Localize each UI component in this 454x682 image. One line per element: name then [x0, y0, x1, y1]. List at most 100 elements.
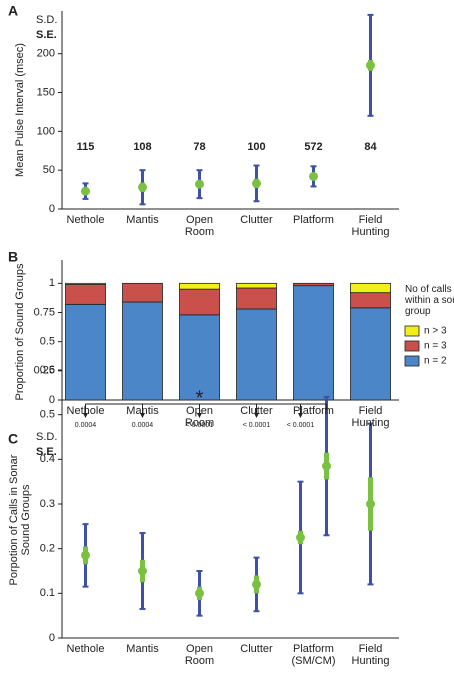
mean-point: [296, 533, 305, 542]
x-tick-label: Nethole: [66, 214, 105, 226]
arrow-head: [197, 413, 202, 418]
panel-letter: B: [8, 249, 18, 265]
x-tick-label: Platform (SM/CM): [291, 643, 336, 667]
x-tick-label: Mantis: [126, 214, 159, 226]
arrow-head: [298, 413, 303, 418]
bar-segment: [65, 284, 106, 305]
count-label: 100: [247, 141, 265, 153]
x-tick-label: Mantis: [126, 643, 159, 655]
y-tick-label: 0: [49, 394, 55, 406]
x-tick-label: Nethole: [66, 643, 105, 655]
x-tick-label: Field Hunting: [351, 405, 390, 429]
y-tick-label: 150: [37, 86, 55, 98]
count-label: 108: [133, 141, 151, 153]
count-label: 84: [364, 141, 377, 153]
y-tick-label: 0.3: [40, 498, 55, 510]
significance: *: [196, 387, 204, 409]
count-label: 78: [193, 141, 205, 153]
x-tick-label: Field Hunting: [351, 643, 390, 667]
arrow-head: [140, 413, 145, 418]
legend-swatch: [404, 325, 420, 337]
bar-segment: [179, 288, 220, 316]
bar-segment: [350, 282, 391, 294]
y-tick-label: 0: [49, 203, 55, 215]
legend-sd: S.D.: [36, 431, 57, 443]
bar-segment: [293, 282, 334, 287]
y-tick-label: 0.75: [34, 306, 55, 318]
mean-point: [252, 178, 261, 188]
y-tick-label: 0.5: [40, 409, 55, 421]
mean-point: [322, 461, 331, 471]
p-value: < 0.0001: [243, 422, 271, 429]
mean-point: [195, 179, 204, 189]
bar-segment: [236, 282, 277, 289]
x-tick-label: Platform: [293, 214, 334, 226]
bar-segment: [179, 282, 220, 290]
legend-label: n = 2: [424, 356, 447, 367]
arrow-head: [83, 413, 88, 418]
count-label: 572: [304, 141, 322, 153]
bar-segment: [293, 285, 334, 401]
y-tick-label: 0.5: [40, 336, 55, 348]
mean-point: [309, 171, 318, 181]
arrow-head: [254, 413, 259, 418]
y-tick-label: 100: [37, 125, 55, 137]
mean-point: [252, 579, 261, 589]
mean-point: [366, 499, 375, 509]
y-tick-label: 0.25: [34, 365, 55, 377]
x-tick-label: Clutter: [240, 643, 273, 655]
legend-se: S.E.: [36, 446, 57, 458]
mean-point: [138, 182, 147, 192]
p-value: 0.0004: [132, 422, 154, 429]
y-tick-label: 50: [43, 164, 55, 176]
y-axis-label: Mean Pulse Interval (msec): [14, 43, 26, 177]
y-axis-label: Proportion of Sound Groups: [14, 263, 26, 401]
legend-title: No of calls within a sound group: [405, 284, 454, 317]
legend-swatch: [404, 340, 420, 352]
legend-label: n > 3: [424, 326, 447, 337]
p-value: < 0.0001: [287, 422, 315, 429]
y-tick-label: 0: [49, 632, 55, 644]
mean-point: [195, 588, 204, 598]
panel-letter: A: [8, 3, 18, 19]
legend-sd: S.D.: [36, 14, 57, 26]
y-tick-label: 1: [49, 277, 55, 289]
bar-segment: [65, 303, 106, 401]
panel-letter: C: [8, 431, 18, 447]
bar-segment: [65, 282, 106, 285]
y-axis-label: Porpotion of Calls in Sonar Sound Groups: [8, 454, 32, 586]
y-tick-label: 200: [37, 48, 55, 60]
bar-segment: [122, 282, 163, 303]
x-tick-label: Mantis: [126, 405, 159, 417]
x-tick-label: Open Room: [184, 643, 215, 667]
y-tick-label: 0.1: [40, 587, 55, 599]
mean-point: [81, 186, 90, 196]
bar-segment: [350, 292, 391, 309]
y-tick-label: 0.2: [40, 543, 55, 555]
p-value: < 0.0001: [186, 422, 214, 429]
x-tick-label: Field Hunting: [351, 214, 390, 238]
x-tick-label: Open Room: [184, 405, 215, 429]
legend-label: n = 3: [424, 341, 447, 352]
count-label: 115: [77, 141, 95, 153]
x-tick-label: Open Room: [184, 214, 215, 238]
bar-segment: [179, 314, 220, 401]
mean-point: [366, 60, 375, 70]
bar-segment: [236, 287, 277, 310]
x-tick-label: Clutter: [240, 214, 273, 226]
mean-point: [138, 566, 147, 576]
x-tick-label: Platform: [293, 405, 334, 417]
x-tick-label: Clutter: [240, 405, 273, 417]
y-tick-label: 0.4: [40, 453, 55, 465]
bar-segment: [236, 308, 277, 401]
legend-se: S.E.: [36, 29, 57, 41]
bar-segment: [350, 307, 391, 401]
y-tick-label: 0.6: [40, 364, 55, 376]
x-tick-label: Nethole: [66, 405, 105, 417]
legend-swatch: [404, 355, 420, 367]
p-value: 0.0004: [75, 422, 97, 429]
mean-point: [81, 550, 90, 560]
bar-segment: [122, 301, 163, 401]
